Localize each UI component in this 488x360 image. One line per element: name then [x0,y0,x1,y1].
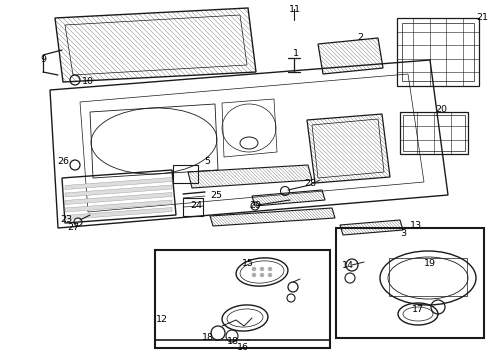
Text: 3: 3 [399,229,405,238]
Text: 18: 18 [226,337,239,346]
Bar [399,112,467,154]
Text: 14: 14 [341,261,353,270]
Ellipse shape [251,273,256,277]
Text: 5: 5 [203,158,209,166]
Bar [173,165,198,183]
Bar [401,23,473,81]
Text: 20: 20 [434,105,446,114]
Text: 1: 1 [292,49,298,58]
Text: 16: 16 [237,342,248,351]
Text: 28: 28 [304,179,315,188]
Text: 29: 29 [248,201,261,210]
Text: 12: 12 [156,315,168,324]
Text: 18: 18 [202,333,214,342]
Ellipse shape [260,273,264,277]
Polygon shape [187,165,311,188]
Polygon shape [339,220,402,235]
Polygon shape [317,38,382,74]
Polygon shape [65,193,172,204]
Bar [388,258,466,296]
Bar [183,198,203,216]
Bar [155,250,329,348]
Text: 27: 27 [67,224,79,233]
Text: 9: 9 [40,55,46,64]
Bar [402,115,464,151]
Polygon shape [209,208,334,226]
Text: 24: 24 [190,202,202,211]
Bar [335,228,483,338]
Text: 17: 17 [411,306,423,315]
Text: 19: 19 [423,260,435,269]
Text: 2: 2 [356,33,362,42]
Text: 25: 25 [209,190,222,199]
Text: 21: 21 [475,13,487,22]
Text: 11: 11 [288,5,301,14]
Polygon shape [251,190,325,206]
Polygon shape [306,114,389,183]
Text: 26: 26 [57,158,69,166]
Polygon shape [65,207,172,220]
Bar [396,18,478,86]
Ellipse shape [267,267,271,271]
Ellipse shape [267,273,271,277]
Polygon shape [55,8,256,82]
Polygon shape [65,177,172,189]
Text: 23: 23 [60,216,72,225]
Polygon shape [65,185,172,197]
Polygon shape [65,200,172,212]
Ellipse shape [260,267,264,271]
Text: 15: 15 [242,258,253,267]
Text: 13: 13 [409,220,421,230]
Ellipse shape [251,267,256,271]
Text: 10: 10 [82,77,94,86]
